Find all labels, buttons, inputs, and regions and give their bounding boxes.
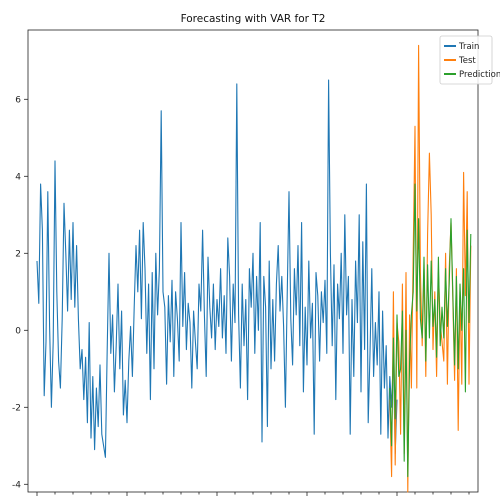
series-line-prediction [389, 183, 472, 478]
y-tick-label: 0 [15, 326, 21, 336]
y-axis: -4 -2 0 2 4 6 [12, 95, 28, 490]
y-tick-label: 2 [15, 249, 21, 259]
series-layer [36, 44, 472, 493]
series-line-train [36, 79, 398, 458]
legend-label-train: Train [458, 42, 479, 52]
legend: Train Test Prediction [439, 35, 500, 85]
y-tick-label: 4 [15, 172, 21, 182]
legend-box [439, 35, 493, 85]
legend-label-prediction: Prediction [459, 70, 500, 80]
x-axis [36, 492, 470, 496]
legend-label-test: Test [458, 56, 476, 66]
y-tick-label: -4 [12, 480, 21, 490]
chart-title: Forecasting with VAR for T2 [181, 13, 326, 25]
y-tick-label: 6 [15, 95, 21, 105]
y-tick-label: -2 [12, 403, 21, 413]
